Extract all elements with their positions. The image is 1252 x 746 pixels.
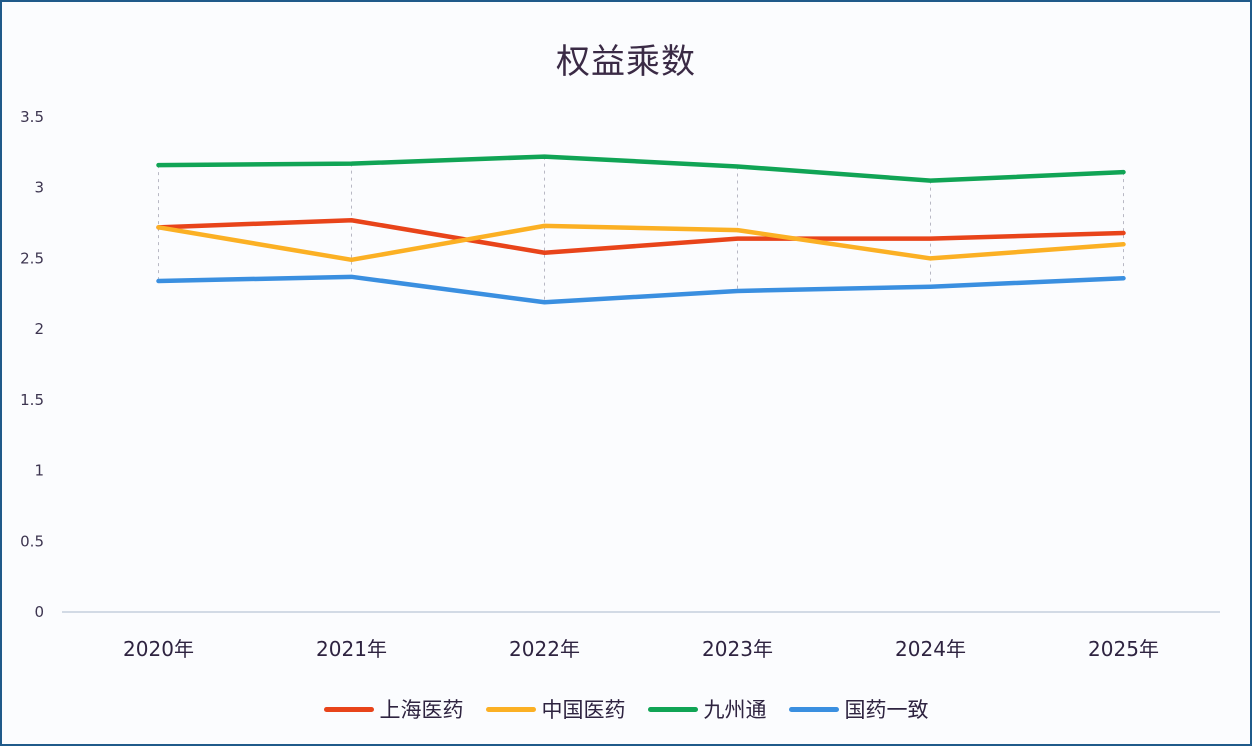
legend-item[interactable]: 上海医药 — [323, 694, 464, 724]
legend-swatch-icon — [485, 706, 536, 712]
y-tick-label: 0.5 — [20, 532, 44, 550]
legend-item[interactable]: 中国医药 — [485, 694, 626, 724]
y-tick-label: 3 — [34, 179, 44, 197]
x-tick-label: 2020年 — [123, 637, 194, 661]
legend-label: 上海医药 — [379, 698, 464, 722]
y-tick-label: 1.5 — [20, 391, 44, 409]
y-tick-label: 2.5 — [20, 249, 44, 267]
legend-swatch-icon — [647, 706, 698, 712]
x-tick-label: 2023年 — [702, 637, 773, 661]
y-tick-label: 2 — [34, 320, 44, 338]
chart-legend: 上海医药 中国医药 九州通 国药一致 — [2, 694, 1250, 724]
y-tick-label: 3.5 — [20, 108, 44, 126]
series-line[interactable] — [156, 223, 1126, 263]
y-tick-label: 1 — [34, 462, 44, 480]
chart-title: 权益乘数 — [556, 42, 696, 82]
legend-label: 国药一致 — [844, 698, 929, 722]
series-line[interactable] — [156, 274, 1126, 305]
x-tick-label: 2024年 — [895, 637, 966, 661]
x-tick-label: 2022年 — [509, 637, 580, 661]
x-tick-label: 2021年 — [316, 637, 387, 661]
legend-label: 九州通 — [703, 698, 767, 722]
legend-label: 中国医药 — [541, 698, 626, 722]
legend-swatch-icon — [788, 706, 839, 712]
y-tick-label: 0 — [34, 603, 44, 621]
legend-swatch-icon — [323, 706, 374, 712]
x-tick-label: 2025年 — [1088, 637, 1159, 661]
series-line[interactable] — [156, 217, 1126, 256]
legend-item[interactable]: 国药一致 — [788, 694, 929, 724]
series-line[interactable] — [156, 154, 1126, 183]
legend-item[interactable]: 九州通 — [647, 694, 767, 724]
